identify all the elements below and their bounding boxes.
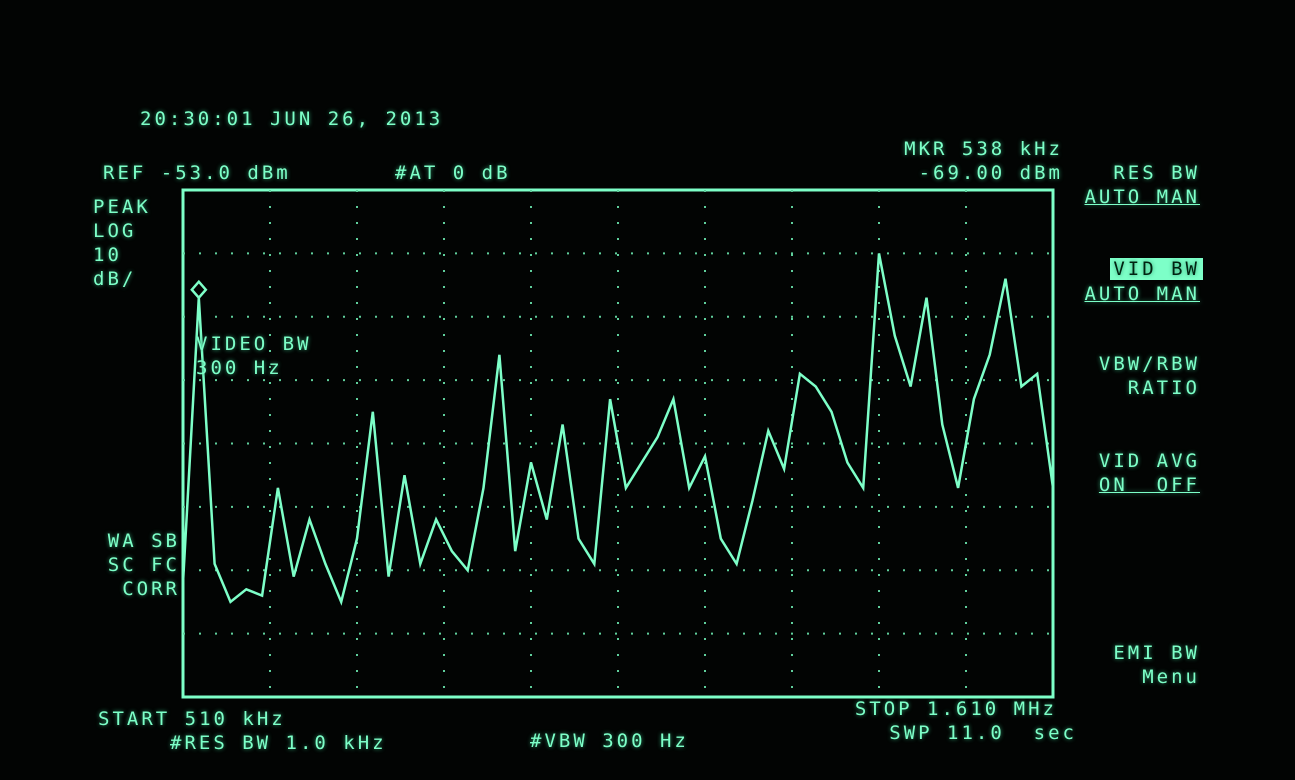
softkey-option[interactable]: AUTO MAN [1084, 186, 1200, 208]
status-label: SC FC [107, 554, 180, 576]
softkey[interactable]: VID AVG [1098, 450, 1200, 472]
sweep-time: SWP 11.0 sec [889, 722, 1077, 744]
trace [181, 253, 1055, 606]
softkey[interactable]: EMI BW [1113, 642, 1200, 664]
annotation: 300 Hz [196, 357, 283, 379]
marker-diamond [190, 279, 208, 300]
softkey[interactable]: RATIO [1127, 377, 1200, 399]
ref-level: REF -53.0 dBm [103, 162, 291, 184]
marker-frequency: MKR 538 kHz [904, 138, 1063, 160]
softkey-label[interactable]: VID BW [1110, 258, 1203, 280]
marker-level: -69.00 dBm [918, 162, 1063, 184]
resolution-bw: #RES BW 1.0 kHz [170, 732, 387, 754]
annotation: VIDEO BW [196, 333, 312, 355]
softkey-option[interactable]: AUTO MAN [1084, 283, 1200, 305]
spectrum-trace [181, 253, 1055, 606]
scale-label: LOG [93, 220, 137, 242]
status-label: CORR [122, 578, 180, 600]
scale-label: PEAK [93, 196, 151, 218]
softkey[interactable]: VID BW [1110, 258, 1203, 280]
stop-frequency: STOP 1.610 MHz [854, 698, 1057, 720]
softkey-option[interactable]: ON OFF [1098, 474, 1200, 496]
scale-label: 10 [93, 244, 122, 266]
softkey[interactable]: RES BW [1113, 162, 1200, 184]
timestamp: 20:30:01 JUN 26, 2013 [140, 108, 444, 130]
scale-label: dB/ [93, 268, 137, 290]
attenuation: #AT 0 dB [395, 162, 511, 184]
softkey[interactable]: VBW/RBW [1098, 353, 1200, 375]
video-bw: #VBW 300 Hz [530, 730, 689, 752]
softkey[interactable]: Menu [1142, 666, 1200, 688]
start-frequency: START 510 kHz [98, 708, 286, 730]
status-label: WA SB [107, 530, 180, 552]
